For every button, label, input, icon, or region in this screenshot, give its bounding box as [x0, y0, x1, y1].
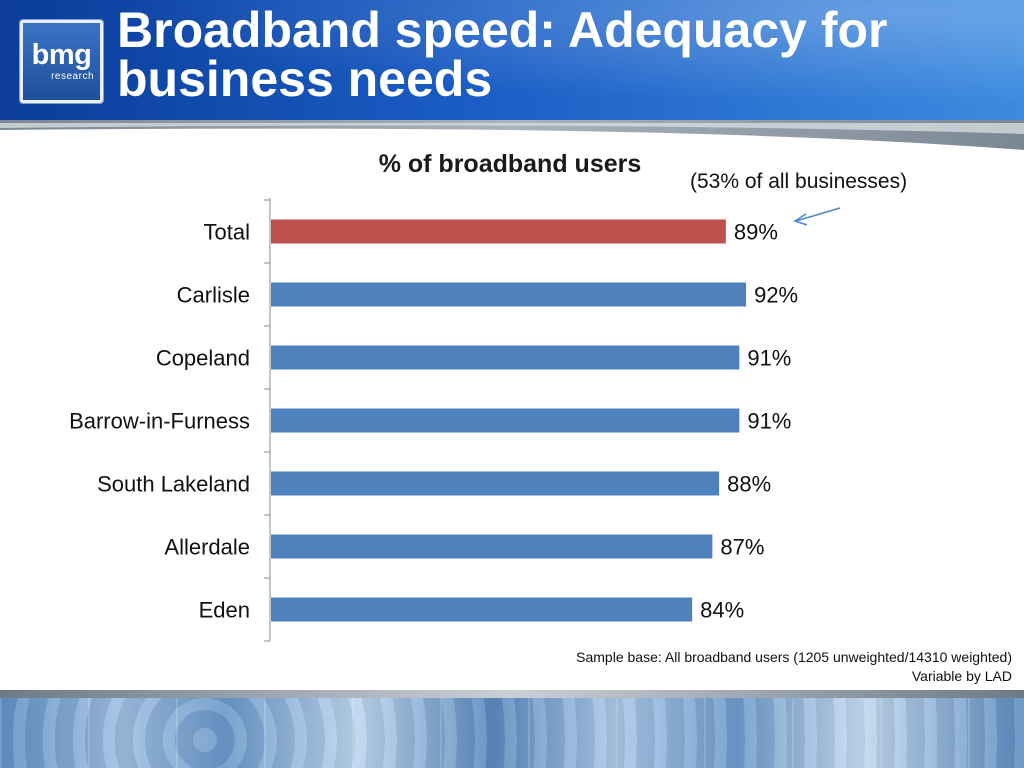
category-label: Eden	[199, 598, 250, 623]
bar-chart: Total 89% Carlisle 92% Copeland 91% Barrow-in-…	[69, 198, 841, 642]
value-label: 92%	[754, 283, 798, 308]
value-label: 88%	[727, 472, 771, 497]
bar-copeland	[271, 345, 740, 370]
category-label: Barrow-in-Furness	[69, 409, 250, 434]
chart-title: % of broadband users	[378, 150, 642, 178]
value-label: 87%	[720, 535, 764, 560]
category-label: Copeland	[156, 346, 250, 371]
category-label: Carlisle	[177, 283, 250, 308]
category-label: Total	[204, 220, 250, 245]
footer-divider	[0, 690, 1024, 698]
logo-subtext: research	[51, 71, 94, 82]
header-banner: bmg research Broadband speed: Adequacy f…	[0, 0, 1024, 120]
page-title: Broadband speed: Adequacy for business n…	[117, 2, 888, 107]
value-label: 91%	[747, 409, 791, 434]
annotation-arrow-shaft	[795, 207, 841, 222]
footer-photo-strip	[0, 698, 1024, 768]
value-label: 84%	[700, 598, 744, 623]
footnote-variable: Variable by LAD	[911, 668, 1012, 684]
value-label: 91%	[747, 346, 791, 371]
bar-allerdale	[271, 534, 713, 559]
bar-barrow-in-furness	[271, 408, 740, 433]
annotation-label: (53% of all businesses)	[690, 170, 908, 193]
value-label: 89%	[734, 220, 778, 245]
header-divider-swoosh	[0, 120, 1024, 150]
footnote: Sample base: All broadband users (1205 u…	[312, 648, 1012, 686]
category-label: Allerdale	[164, 535, 250, 560]
bar-total	[271, 219, 726, 244]
bar-carlisle	[271, 282, 747, 307]
footnote-sample-base: Sample base: All broadband users (1205 u…	[576, 649, 1012, 665]
bar-south-lakeland	[271, 471, 720, 496]
category-label: South Lakeland	[97, 472, 250, 497]
annotation-arrow-head	[793, 213, 808, 226]
bmg-research-logo: bmg research	[20, 20, 103, 103]
logo-wordmark: bmg	[31, 39, 92, 71]
bar-eden	[271, 597, 693, 622]
